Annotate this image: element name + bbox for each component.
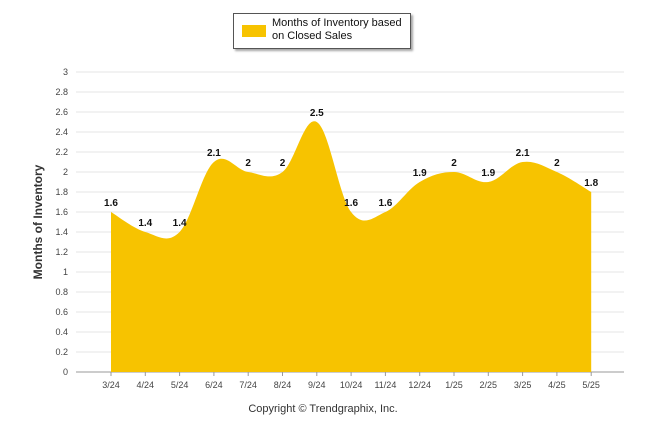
legend: Months of Inventory based on Closed Sale… (233, 13, 411, 49)
y-tick-label: 1.8 (55, 187, 68, 197)
y-tick-label: 2.6 (55, 107, 68, 117)
series-area (111, 121, 592, 372)
data-label: 2.5 (310, 108, 324, 119)
x-tick-label: 12/24 (408, 380, 431, 390)
copyright-footer: Copyright © Trendgraphix, Inc. (248, 403, 398, 415)
x-tick-label: 7/24 (239, 380, 257, 390)
x-tick-label: 10/24 (340, 380, 363, 390)
x-tick-label: 8/24 (274, 380, 292, 390)
x-tick-label: 9/24 (308, 380, 326, 390)
y-tick-label: 0.4 (55, 327, 68, 337)
x-tick-label: 1/25 (445, 380, 463, 390)
x-tick-label: 5/25 (582, 380, 600, 390)
x-tick-label: 3/24 (102, 380, 120, 390)
y-tick-label: 1.2 (55, 247, 68, 257)
x-tick-label: 4/24 (137, 380, 155, 390)
x-tick-label: 4/25 (548, 380, 566, 390)
data-label: 2 (245, 158, 251, 169)
data-label: 1.6 (104, 198, 118, 209)
data-label: 2 (554, 158, 560, 169)
data-label: 1.9 (413, 168, 427, 179)
y-tick-label: 0.2 (55, 347, 68, 357)
x-tick-label: 2/25 (480, 380, 498, 390)
data-label: 2.1 (207, 148, 221, 159)
y-tick-label: 2.4 (55, 127, 68, 137)
legend-label: Months of Inventory based on Closed Sale… (272, 17, 402, 42)
y-tick-label: 0.6 (55, 307, 68, 317)
x-tick-label: 3/25 (514, 380, 532, 390)
data-label: 1.6 (344, 198, 358, 209)
y-axis-title: Months of Inventory (31, 164, 45, 280)
y-tick-label: 3 (63, 67, 68, 77)
legend-swatch (242, 25, 266, 37)
data-label: 1.4 (138, 218, 152, 229)
x-tick-label: 5/24 (171, 380, 189, 390)
data-label: 1.4 (173, 218, 187, 229)
data-label: 1.8 (584, 178, 598, 189)
data-label: 2 (280, 158, 286, 169)
y-tick-label: 1.4 (55, 227, 68, 237)
x-tick-label: 6/24 (205, 380, 223, 390)
y-tick-label: 1.6 (55, 207, 68, 217)
data-label: 1.6 (378, 198, 392, 209)
data-label: 1.9 (481, 168, 495, 179)
x-tick-label: 11/24 (374, 380, 396, 390)
y-tick-label: 2.2 (55, 147, 68, 157)
y-tick-label: 2.8 (55, 87, 68, 97)
data-label: 2.1 (516, 148, 530, 159)
y-tick-label: 0.8 (55, 287, 68, 297)
y-tick-label: 2 (63, 167, 68, 177)
y-tick-label: 1 (63, 267, 68, 277)
y-tick-label: 0 (63, 367, 68, 377)
data-label: 2 (451, 158, 457, 169)
